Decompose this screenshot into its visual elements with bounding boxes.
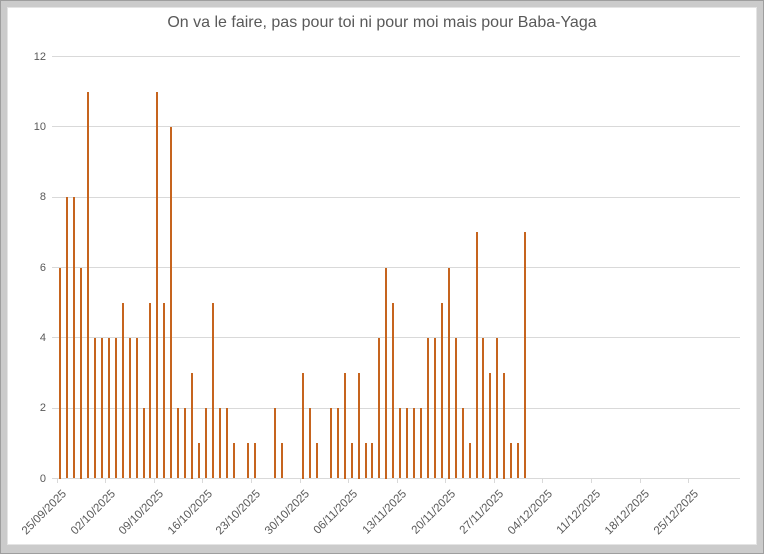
bar [170, 126, 173, 479]
bar [142, 408, 145, 479]
bar [198, 443, 201, 479]
gridline [52, 267, 740, 268]
bar [489, 373, 492, 479]
gridline [52, 196, 740, 198]
bar [510, 443, 513, 479]
x-axis-tick [105, 479, 107, 483]
bar [100, 337, 103, 479]
bar [232, 443, 235, 479]
y-axis-tick-label: 2 [39, 402, 46, 415]
bar [177, 408, 180, 479]
bar [302, 373, 305, 479]
bar [114, 337, 117, 479]
bar [496, 337, 499, 479]
y-axis-tick-label: 0 [39, 472, 46, 485]
bar [440, 302, 443, 479]
bar [80, 267, 83, 479]
bar [315, 443, 318, 479]
x-axis-tick [348, 479, 350, 483]
x-axis-tick [251, 479, 253, 483]
bar [357, 373, 360, 479]
bar [156, 91, 159, 479]
bar [454, 337, 457, 479]
bar [93, 337, 96, 479]
bar [211, 302, 214, 479]
bar [433, 337, 436, 479]
bar [246, 443, 249, 479]
bar [149, 302, 152, 479]
chart-card [7, 7, 757, 545]
bar [482, 337, 485, 479]
bar [107, 337, 110, 479]
y-axis-tick-label: 4 [39, 331, 46, 344]
y-axis-tick-label: 8 [39, 191, 46, 204]
bar [426, 337, 429, 479]
bar [364, 443, 367, 479]
bar [392, 302, 395, 479]
gridline [52, 337, 740, 339]
bar [163, 302, 166, 479]
bar [371, 443, 374, 479]
bar [406, 408, 409, 479]
bar [191, 373, 194, 479]
bar [128, 337, 131, 479]
gridline [52, 126, 740, 128]
bar [59, 267, 62, 479]
bar [184, 408, 187, 479]
bar [385, 267, 388, 479]
bar [350, 443, 353, 479]
bar [218, 408, 221, 479]
y-axis-tick-label: 10 [33, 120, 46, 133]
bar [524, 232, 527, 479]
x-axis-line [52, 478, 740, 479]
bar [503, 373, 506, 479]
bar [204, 408, 207, 479]
chart-title: On va le faire, pas pour toi ni pour moi… [167, 14, 597, 31]
bar [329, 408, 332, 479]
bar [343, 373, 346, 479]
x-axis-tick [445, 479, 447, 483]
x-axis-tick [299, 479, 301, 483]
bar [475, 232, 478, 479]
x-axis-tick [153, 479, 155, 483]
bar [413, 408, 416, 479]
bar [468, 443, 471, 479]
bar [309, 408, 312, 479]
bar [461, 408, 464, 479]
x-axis-tick [56, 479, 58, 483]
bar [378, 337, 381, 479]
gridline [52, 56, 740, 57]
bar [66, 197, 69, 479]
bar [253, 443, 256, 479]
bar [399, 408, 402, 479]
x-axis-tick [202, 479, 204, 483]
x-axis-tick [493, 479, 495, 483]
x-axis-tick [396, 479, 398, 483]
bar [274, 408, 277, 479]
bar [73, 197, 76, 479]
x-axis-tick [542, 479, 544, 483]
bar [517, 443, 520, 479]
bar [420, 408, 422, 479]
bar [281, 443, 284, 479]
bar [336, 408, 339, 479]
bar [121, 302, 124, 479]
bar [87, 91, 90, 479]
x-axis-tick [590, 479, 592, 483]
y-axis-tick-label: 12 [33, 50, 46, 63]
x-axis-tick [688, 479, 690, 483]
bar [225, 408, 228, 479]
bar [447, 267, 450, 479]
y-axis-tick-label: 6 [39, 261, 46, 274]
x-axis-tick [639, 479, 641, 483]
gridline [52, 407, 740, 409]
bar [135, 337, 138, 479]
